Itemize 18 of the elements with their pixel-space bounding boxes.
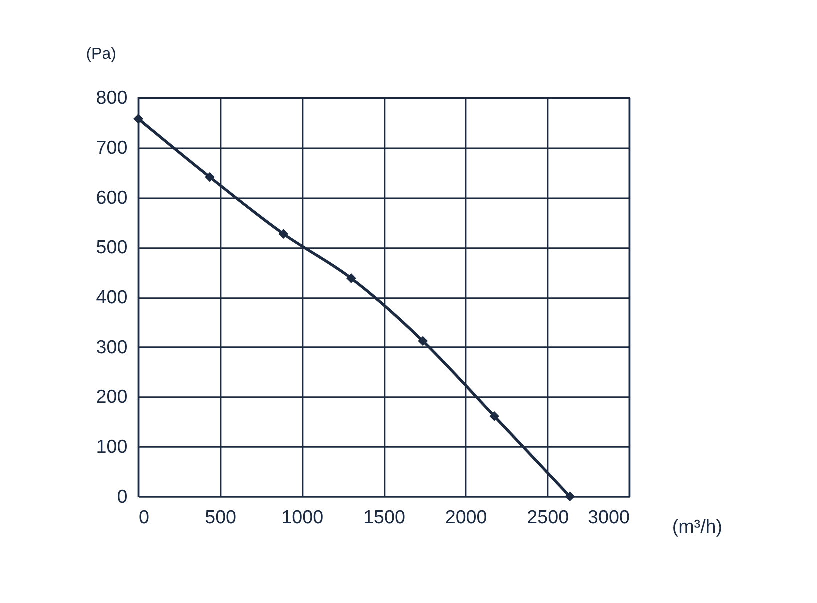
y-tick-label: 600 <box>96 186 128 208</box>
x-tick-label: 500 <box>205 506 237 528</box>
y-tick-label: 300 <box>96 336 128 358</box>
y-tick-label: 200 <box>96 386 128 408</box>
y-axis-title: (Pa) <box>86 46 116 63</box>
y-tick-label: 100 <box>96 436 128 457</box>
x-tick-label: 1500 <box>364 506 406 528</box>
x-tick-label: 2500 <box>527 506 570 528</box>
y-tick-label: 400 <box>96 286 128 308</box>
x-tick-label: 1000 <box>282 506 324 528</box>
x-tick-label: 3000 <box>588 506 630 528</box>
x-tick-label: 2000 <box>445 506 488 528</box>
y-tick-label: 700 <box>96 137 128 158</box>
x-tick-label: 0 <box>138 506 150 528</box>
x-axis-title: (m³/h) <box>672 516 723 537</box>
y-tick-label: 500 <box>96 236 128 258</box>
y-tick-label: 0 <box>117 486 128 507</box>
y-tick-label: 800 <box>96 87 128 108</box>
